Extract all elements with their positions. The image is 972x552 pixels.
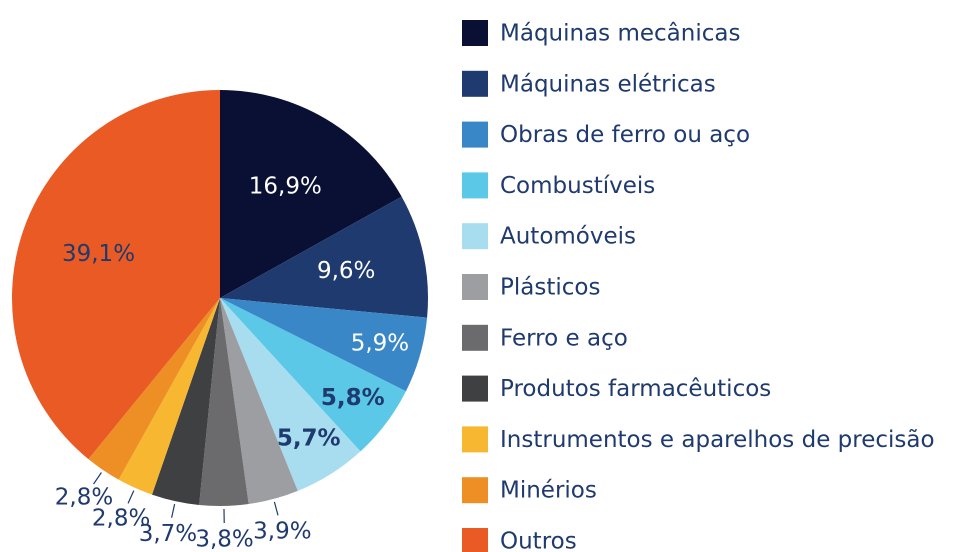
- data-label: 3,9%: [253, 518, 311, 544]
- pie-slice: [220, 298, 361, 491]
- legend-swatch: [462, 223, 488, 250]
- pie-slice: [11, 90, 221, 460]
- legend-label: Máquinas mecânicas: [500, 21, 740, 47]
- data-label: 16,9%: [249, 173, 322, 199]
- legend-swatch: [462, 477, 488, 504]
- pie-slice: [220, 90, 402, 298]
- pie-slice: [199, 298, 249, 506]
- legend-label: Plásticos: [500, 275, 600, 301]
- legend-swatch: [462, 70, 488, 97]
- leader-line: [171, 503, 176, 518]
- legend-label: Ferro e aço: [500, 325, 628, 351]
- leader-line: [93, 472, 102, 485]
- data-label: 9,6%: [317, 258, 375, 284]
- pie-slice: [152, 298, 220, 505]
- legend-swatch: [462, 172, 488, 199]
- data-label: 3,8%: [195, 526, 253, 552]
- data-label: 5,8%: [321, 385, 385, 411]
- legend-swatch: [462, 20, 488, 46]
- legend-label: Instrumentos e aparelhos de precisão: [500, 427, 935, 453]
- pie-slice: [220, 298, 428, 392]
- pie-slice: [220, 196, 428, 318]
- data-label: 39,1%: [62, 241, 135, 267]
- legend-label: Máquinas elétricas: [500, 71, 716, 97]
- data-label: 2,8%: [92, 505, 150, 531]
- legend-label: Produtos farmacêuticos: [500, 376, 771, 402]
- data-label: 3,7%: [139, 521, 197, 547]
- leader-line: [273, 501, 279, 516]
- legend-swatch: [462, 528, 488, 552]
- legend-label: Combustíveis: [500, 173, 655, 199]
- legend-swatch: [462, 426, 488, 453]
- legend-label: Outros: [500, 529, 577, 552]
- pie-slice: [220, 298, 406, 452]
- legend-label: Minérios: [500, 478, 597, 504]
- data-label: 2,8%: [55, 485, 113, 511]
- legend-label: Automóveis: [500, 224, 636, 250]
- legend-swatch: [462, 324, 488, 351]
- leader-line: [127, 490, 135, 504]
- data-label: 5,7%: [277, 425, 341, 451]
- pie-slice: [88, 298, 220, 480]
- pie-slice: [220, 298, 298, 505]
- legend-swatch: [462, 121, 488, 148]
- legend-label: Obras de ferro ou aço: [500, 122, 750, 148]
- data-label: 5,9%: [351, 330, 409, 356]
- pie-slice: [118, 298, 220, 495]
- legend-swatch: [462, 375, 488, 402]
- legend-swatch: [462, 274, 488, 300]
